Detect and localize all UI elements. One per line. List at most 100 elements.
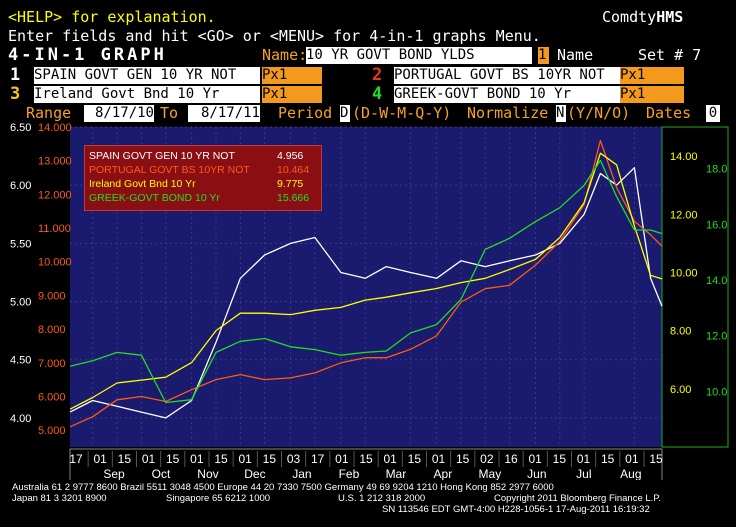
x-day-tick: 01 (335, 452, 349, 466)
x-day-tick: 01 (528, 452, 542, 466)
portugal-axis-tick: 12.000 (38, 189, 72, 201)
footer-phone-singapore: Singapore 65 6212 1000 (166, 493, 271, 504)
x-month-label: Dec (244, 467, 265, 480)
portugal-axis-tick: 14.000 (38, 123, 72, 134)
dates-field[interactable]: 0 (706, 105, 720, 122)
x-day-tick: 15 (214, 452, 228, 466)
legend-greek-name: GREEK-GOVT BOND 10 Yr (89, 192, 220, 204)
x-month-label: Feb (339, 467, 360, 480)
x-day-tick: 01 (93, 452, 107, 466)
x-month-label: Apr (434, 467, 453, 480)
x-month-label: Jan (292, 467, 311, 480)
period-options: (D-W-M-Q-Y) (352, 104, 452, 122)
footer-copyright: Copyright 2011 Bloomberg Finance L.P. (494, 493, 662, 504)
footer-phone-japan: Japan 81 3 3201 8900 (12, 493, 107, 504)
portugal-axis-tick: 7.000 (38, 358, 66, 370)
x-month-label: Nov (197, 467, 218, 480)
footer-phone-us: U.S. 1 212 318 2000 (338, 493, 426, 504)
period-field[interactable]: D (340, 105, 350, 122)
security-3-number: 3 (10, 84, 21, 104)
x-day-tick: 01 (625, 452, 639, 466)
range-end-field[interactable]: 8/17/11 (188, 105, 260, 122)
name-number-field[interactable]: 1 (538, 47, 549, 64)
ireland-axis-tick: 12.00 (670, 209, 698, 221)
greek-axis-tick: 12.0 (706, 331, 727, 343)
security-2-field[interactable]: PORTUGAL GOVT BS 10YR NOT (394, 67, 620, 84)
legend-portugal-name: PORTUGAL GOVT BS 10YR NOT (89, 164, 250, 176)
footer-line-1: Australia 61 2 9777 8600 Brazil 5511 304… (12, 482, 554, 493)
x-month-label: Sep (103, 467, 125, 480)
x-day-tick: 17 (69, 452, 83, 466)
x-day-tick: 15 (553, 452, 567, 466)
security-3-px[interactable]: Px1 (262, 86, 322, 103)
security-1-field[interactable]: SPAIN GOVT GEN 10 YR NOT (34, 67, 260, 84)
series-line-portugal (69, 139, 663, 428)
x-month-label: Jun (527, 467, 546, 480)
x-day-tick: 15 (456, 452, 470, 466)
x-day-tick: 01 (238, 452, 252, 466)
security-4-number: 4 (372, 84, 383, 104)
legend-ireland-value: 9.775 (277, 178, 304, 190)
range-start-field[interactable]: 8/17/10 (84, 105, 154, 122)
ireland-axis-tick: 10.00 (670, 267, 698, 279)
normalize-label: Normalize (467, 104, 549, 122)
portugal-axis-tick: 13.000 (38, 156, 72, 168)
graph-title: 4-IN-1 GRAPH (8, 45, 167, 65)
normalize-options: (Y/N/O) (567, 104, 631, 122)
x-day-tick: 01 (432, 452, 446, 466)
spain-axis-tick: 6.50 (10, 123, 31, 134)
portugal-axis-tick: 11.000 (38, 223, 71, 235)
x-day-tick: 01 (383, 452, 397, 466)
footer-session-info: SN 113546 EDT GMT-4:00 H228-1056-1 17-Au… (382, 504, 650, 515)
security-1-number: 1 (10, 65, 21, 85)
name-label: Name: (262, 46, 308, 64)
name-field[interactable]: 10 YR GOVT BOND YLDS (306, 47, 532, 64)
x-axis-band (69, 448, 663, 480)
spain-axis-tick: 5.50 (10, 238, 31, 250)
x-day-tick: 03 (287, 452, 301, 466)
greek-axis-tick: 16.0 (706, 219, 727, 231)
legend-greek-value: 15.666 (277, 192, 310, 204)
x-axis: 17 01 15 01 15 01 15 01 15 03 17 01 15 01 15 01 15 02 16 01… (69, 448, 663, 480)
greek-axis-tick: 18.0 (706, 164, 727, 176)
security-4-field[interactable]: GREEK-GOVT BOND 10 Yr (394, 86, 620, 103)
spain-axis-tick: 5.00 (10, 297, 31, 309)
portugal-axis-tick: 5.000 (38, 425, 66, 437)
portugal-axis-tick: 6.000 (38, 391, 66, 403)
portugal-axis-tick: 10.000 (38, 257, 72, 269)
x-day-tick: 15 (408, 452, 422, 466)
legend: SPAIN GOVT GEN 10 YR NOT 4.956 PORTUGAL … (84, 145, 322, 211)
ireland-axis-tick: 8.00 (670, 326, 691, 338)
spain-axis-tick: 4.00 (10, 413, 31, 425)
series-lines (69, 139, 663, 428)
x-day-tick: 15 (118, 452, 132, 466)
x-day-tick: 17 (311, 452, 325, 466)
x-day-tick: 01 (142, 452, 156, 466)
name-suffix: Name (557, 46, 594, 64)
security-1-px[interactable]: Px1 (262, 67, 322, 84)
x-month-label: Jul (576, 467, 591, 480)
x-day-tick: 02 (480, 452, 494, 466)
security-2-px[interactable]: Px1 (620, 67, 684, 84)
security-4-px[interactable]: Px1 (620, 86, 684, 103)
x-day-tick: 16 (504, 452, 518, 466)
axis-tick-labels: 4.00 4.50 5.00 5.50 6.00 6.50 5.000 6.000 7.000 8… (10, 123, 727, 437)
help-key[interactable]: <HELP> for explanation. (8, 8, 216, 26)
portugal-axis-tick: 8.000 (38, 324, 66, 336)
legend-spain-value: 4.956 (277, 150, 304, 162)
series-line-spain (69, 167, 663, 419)
x-day-tick: 15 (166, 452, 180, 466)
security-3-field[interactable]: Ireland Govt Bnd 10 Yr (34, 86, 260, 103)
range-label: Range (26, 104, 72, 122)
greek-axis-panel (661, 126, 729, 448)
legend-portugal-value: 10.464 (277, 164, 310, 176)
ireland-axis-tick: 14.00 (670, 151, 698, 163)
spain-axis-tick: 4.50 (10, 355, 31, 367)
brand-label: ComdtyHMS (602, 8, 684, 26)
x-month-label: May (479, 467, 502, 480)
legend-ireland-name: Ireland Govt Bnd 10 Yr (89, 178, 196, 190)
portugal-axis-tick: 9.000 (38, 290, 66, 302)
spain-axis-tick: 6.00 (10, 180, 31, 192)
x-day-tick: 15 (359, 452, 373, 466)
normalize-field[interactable]: N (556, 105, 566, 122)
